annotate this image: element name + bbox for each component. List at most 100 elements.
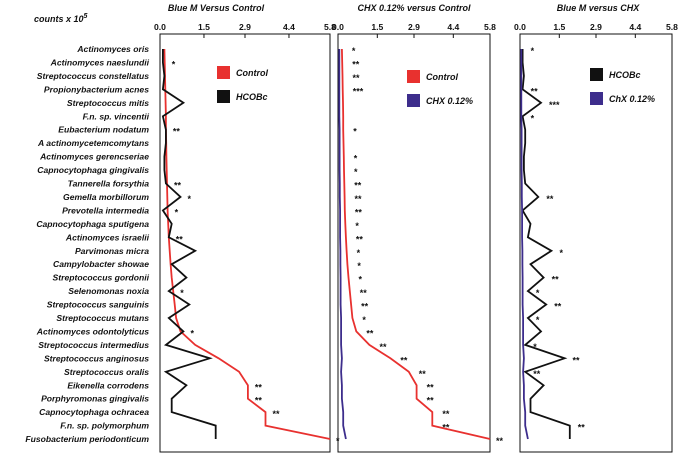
x-tick-label: 1.5	[553, 22, 565, 32]
significance-marker: *	[531, 113, 535, 123]
significance-marker: *	[354, 154, 358, 164]
significance-marker: **	[419, 369, 427, 379]
x-tick-label: 0.0	[332, 22, 344, 32]
species-label: Propionybacterium acnes	[44, 84, 149, 94]
species-labels: Actinomyces oris Actinomyces naeslundii St…	[25, 44, 149, 444]
significance-marker: *	[357, 261, 361, 271]
y-axis-label-exponent: 5	[84, 13, 88, 20]
significance-marker: **	[400, 355, 408, 365]
species-label: Streptococcus anginosus	[44, 353, 149, 363]
significance-marker: **	[554, 302, 562, 312]
significance-marker: *	[188, 194, 192, 204]
x-tick-label: 1.5	[371, 22, 383, 32]
species-label: Streptococcus intermedius	[38, 340, 149, 350]
significance-marker: **	[379, 342, 387, 352]
series-line-2	[161, 49, 217, 439]
chart-panel-2: CHX 0.12% versus Control 0.0 1.5 2.9 4.4 5.8 *…	[332, 3, 504, 453]
x-tick-label: 4.4	[447, 22, 459, 32]
significance-marker: **	[354, 181, 362, 191]
series-line-2	[520, 49, 529, 440]
species-label: Eubacterium nodatum	[58, 125, 149, 135]
species-label: Streptococcus gordonii	[53, 273, 150, 283]
species-label: Eikenella corrodens	[67, 380, 149, 390]
legend-label: ChX 0.12%	[609, 94, 655, 104]
species-label: A actinomycetemcomytans	[37, 138, 149, 148]
significance-marker: **	[255, 382, 263, 392]
significance-marker: *	[172, 59, 176, 69]
significance-marker: **	[442, 409, 450, 419]
species-label: Streptococcus constellatus	[37, 71, 149, 81]
legend-swatch	[217, 66, 230, 79]
species-label: Actinomyces odontolyticus	[36, 326, 149, 336]
significance-marker: *	[352, 46, 356, 56]
significance-marker: **	[366, 328, 374, 338]
significance-marker: **	[496, 436, 504, 446]
significance-marker: *	[362, 315, 366, 325]
x-tick-label: 5.8	[324, 22, 336, 32]
significance-marker: **	[355, 207, 363, 217]
significance-marker: *	[175, 207, 179, 217]
legend-label: Control	[426, 72, 458, 82]
significance-marker: ***	[353, 86, 364, 96]
significance-marker: **	[546, 194, 554, 204]
legend-swatch	[217, 90, 230, 103]
species-label: Fusobacterium periodonticum	[25, 434, 149, 444]
panel-title: Blue M Versus Control	[168, 3, 265, 13]
significance-marker: **	[533, 369, 541, 379]
significance-marker: *	[355, 221, 359, 231]
x-tick-label: 5.8	[484, 22, 496, 32]
y-axis-label: counts x 105	[34, 13, 88, 24]
x-tick-label: 0.0	[154, 22, 166, 32]
significance-marker: *	[559, 248, 563, 258]
panel-title: Blue M versus CHX	[557, 3, 641, 13]
significance-marker: **	[427, 396, 435, 406]
significance-marker: **	[255, 396, 263, 406]
species-label: Prevotella intermedia	[62, 205, 149, 215]
species-label: F.n. sp. polymorphum	[60, 421, 149, 431]
species-label: Gemella morbillorum	[63, 192, 149, 202]
significance-marker: **	[356, 234, 364, 244]
legend-swatch	[590, 92, 603, 105]
species-label: Actinomyces oris	[76, 44, 149, 54]
species-label: Porphyromonas gingivalis	[41, 394, 149, 404]
legend-swatch	[590, 68, 603, 81]
significance-marker: **	[427, 382, 435, 392]
legend-swatch	[407, 94, 420, 107]
significance-marker: *	[533, 342, 537, 352]
significance-marker: **	[173, 127, 181, 137]
species-label: Actinomyces israelii	[65, 232, 150, 242]
significance-marker: *	[353, 127, 357, 137]
species-label: Parvimonas micra	[75, 246, 149, 256]
species-label: Actinomyces gerencseriae	[39, 152, 149, 162]
species-label: Streptococcus oralis	[64, 367, 149, 377]
species-label: Streptococcus mutans	[56, 313, 149, 323]
significance-marker: **	[531, 86, 539, 96]
legend: Control CHX 0.12%	[407, 70, 473, 107]
significance-marker: *	[536, 315, 540, 325]
significance-marker: *	[190, 328, 194, 338]
legend: HCOBc ChX 0.12%	[590, 68, 655, 105]
legend-label: HCOBc	[609, 70, 641, 80]
significance-marker: **	[174, 181, 182, 191]
series-line-1	[521, 49, 571, 439]
x-tick-label: 2.9	[408, 22, 420, 32]
species-label: Capnocytophaga ochracea	[39, 407, 149, 417]
legend-swatch	[407, 70, 420, 83]
significance-marker: **	[273, 409, 281, 419]
species-label: Streptococcus mitis	[67, 98, 149, 108]
significance-marker: **	[355, 194, 363, 204]
legend-label: HCOBc	[236, 92, 268, 102]
significance-marker: **	[361, 302, 369, 312]
significance-marker: **	[360, 288, 368, 298]
series-line-1	[163, 48, 331, 440]
x-tick-label: 0.0	[514, 22, 526, 32]
x-tick-label: 2.9	[239, 22, 251, 32]
x-tick-label: 4.4	[629, 22, 641, 32]
significance-marker: ***	[549, 100, 560, 110]
x-tick-label: 4.4	[283, 22, 295, 32]
significance-marker: *	[180, 288, 184, 298]
